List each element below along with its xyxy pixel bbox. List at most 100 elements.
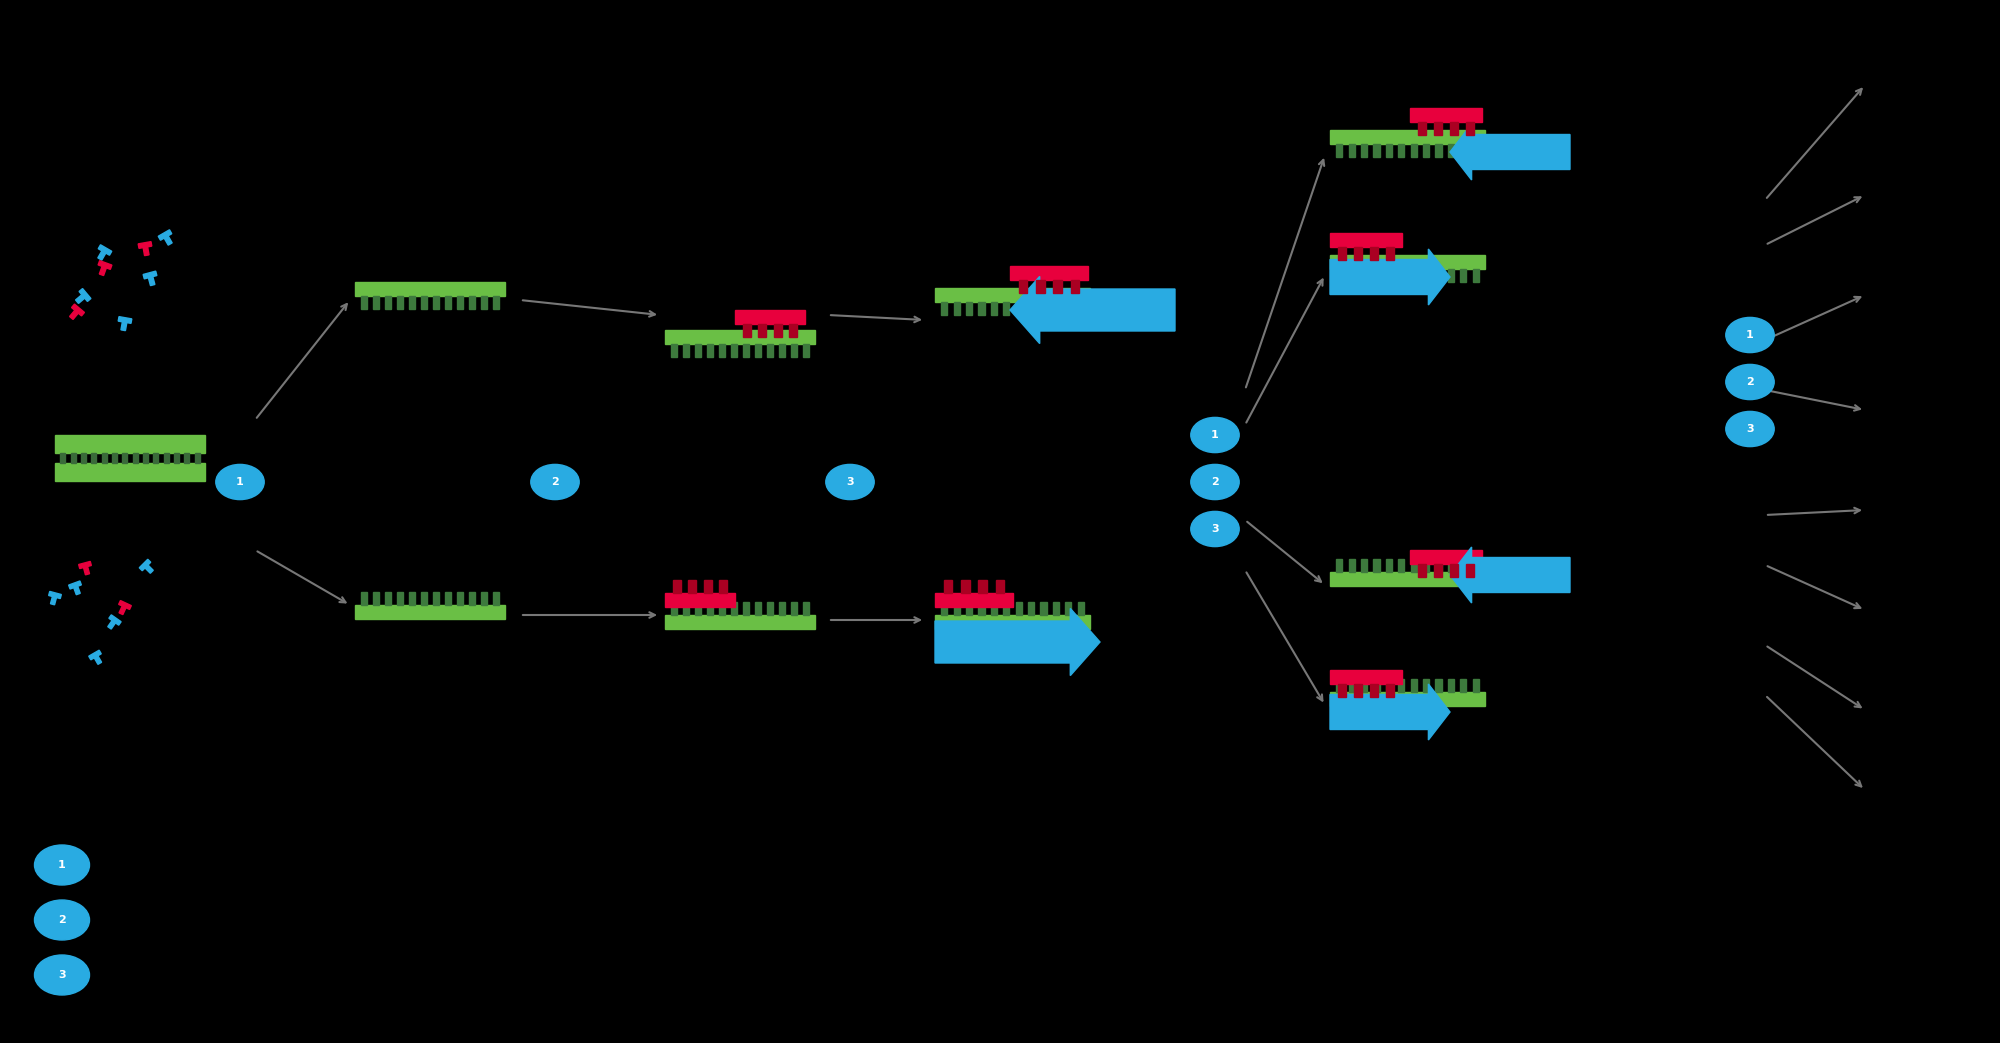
Bar: [360, 296, 368, 309]
Bar: [1370, 247, 1378, 260]
FancyArrow shape: [1450, 124, 1570, 180]
Bar: [790, 324, 798, 337]
Bar: [804, 344, 810, 357]
Bar: [456, 296, 462, 309]
Bar: [1418, 564, 1426, 577]
Bar: [936, 593, 1014, 607]
Bar: [1418, 122, 1426, 135]
Bar: [56, 435, 204, 453]
Bar: [1472, 679, 1478, 692]
Bar: [944, 580, 952, 593]
Text: 1: 1: [236, 477, 244, 487]
Bar: [990, 603, 996, 615]
Bar: [720, 344, 724, 357]
Bar: [954, 603, 960, 615]
Bar: [72, 305, 84, 316]
Ellipse shape: [216, 464, 264, 500]
Bar: [942, 603, 948, 615]
Bar: [1398, 559, 1404, 572]
Bar: [684, 344, 688, 357]
Bar: [758, 324, 766, 337]
Bar: [410, 296, 414, 309]
Bar: [1348, 144, 1354, 156]
Bar: [480, 296, 486, 309]
Bar: [664, 593, 736, 607]
Bar: [158, 229, 172, 240]
Bar: [1460, 269, 1466, 282]
Text: 2: 2: [1212, 477, 1218, 487]
Bar: [696, 603, 702, 615]
Bar: [372, 592, 380, 605]
Bar: [1362, 269, 1368, 282]
Bar: [696, 344, 702, 357]
Bar: [744, 603, 750, 615]
Bar: [1336, 559, 1342, 572]
Bar: [1448, 269, 1454, 282]
Bar: [194, 453, 200, 463]
Bar: [1450, 122, 1458, 135]
Text: 2: 2: [58, 915, 66, 925]
Bar: [1424, 144, 1430, 156]
Ellipse shape: [530, 464, 580, 500]
Bar: [82, 564, 90, 575]
Bar: [774, 324, 782, 337]
Bar: [732, 603, 736, 615]
Bar: [1028, 603, 1034, 615]
Bar: [420, 592, 426, 605]
Bar: [68, 581, 82, 589]
Bar: [1348, 269, 1354, 282]
Bar: [120, 319, 128, 331]
Bar: [80, 289, 90, 301]
Bar: [1362, 144, 1368, 156]
Bar: [742, 324, 750, 337]
Bar: [98, 245, 112, 256]
Bar: [966, 302, 972, 315]
Bar: [768, 603, 772, 615]
Bar: [92, 453, 96, 463]
Bar: [954, 302, 960, 315]
Bar: [1016, 603, 1022, 615]
Bar: [736, 310, 804, 324]
Bar: [142, 245, 150, 256]
Bar: [480, 592, 486, 605]
Ellipse shape: [1190, 511, 1240, 547]
Text: 1: 1: [1212, 430, 1218, 440]
Bar: [756, 344, 762, 357]
Bar: [1424, 679, 1430, 692]
Bar: [1448, 559, 1454, 572]
Bar: [1336, 269, 1342, 282]
Text: 2: 2: [1746, 377, 1754, 387]
Bar: [468, 296, 474, 309]
Bar: [184, 453, 190, 463]
Bar: [1004, 603, 1010, 615]
Bar: [98, 261, 112, 269]
Text: 1: 1: [58, 860, 66, 870]
FancyArrow shape: [1330, 684, 1450, 739]
Bar: [990, 302, 996, 315]
Bar: [1386, 684, 1394, 697]
Bar: [108, 618, 116, 629]
Bar: [76, 293, 86, 304]
Bar: [1386, 559, 1392, 572]
Bar: [122, 453, 128, 463]
Bar: [768, 344, 772, 357]
Bar: [1036, 280, 1044, 293]
Bar: [432, 296, 438, 309]
Bar: [1472, 144, 1478, 156]
Bar: [780, 603, 784, 615]
Bar: [50, 595, 58, 605]
Bar: [1066, 302, 1072, 315]
Bar: [1410, 144, 1416, 156]
Bar: [1336, 679, 1342, 692]
Bar: [792, 603, 796, 615]
Bar: [792, 344, 796, 357]
Bar: [174, 453, 180, 463]
Bar: [108, 614, 122, 625]
Bar: [396, 296, 402, 309]
Bar: [118, 601, 132, 609]
Bar: [1436, 144, 1442, 156]
Text: 3: 3: [1212, 524, 1218, 534]
Bar: [1330, 233, 1402, 247]
Bar: [1052, 302, 1060, 315]
Bar: [360, 592, 368, 605]
